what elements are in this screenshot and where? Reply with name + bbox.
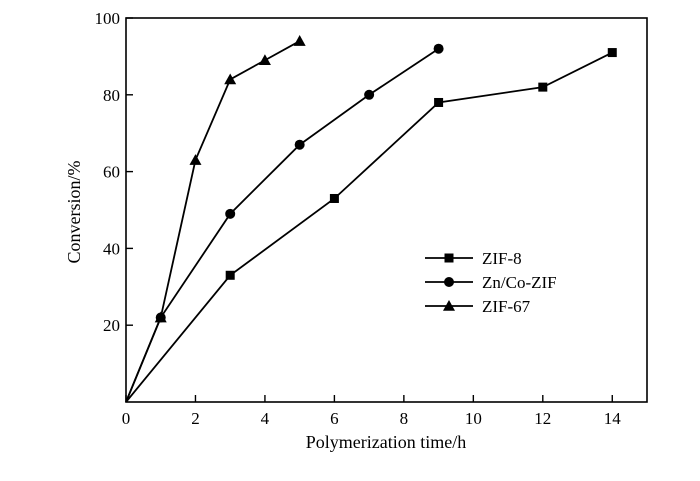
axes (125, 17, 648, 403)
data-point-circle (364, 89, 375, 100)
legend-item: ZIF-8 (425, 249, 522, 268)
data-point-square (444, 253, 454, 263)
series-line (125, 47, 440, 403)
x-tick-label: 0 (122, 409, 131, 428)
y-tick-label: 20 (103, 316, 120, 335)
data-point-circle (225, 208, 236, 219)
series-zn-co-zif (125, 43, 444, 403)
data-point-square (225, 270, 235, 280)
series-zif-8 (125, 48, 617, 403)
data-point-triangle (293, 35, 306, 46)
data-point-circle (433, 43, 444, 54)
x-tick-label: 10 (465, 409, 482, 428)
plot-frame (125, 17, 648, 403)
data-point-circle (294, 139, 305, 150)
data-point-triangle (443, 300, 455, 311)
x-tick-label: 2 (191, 409, 200, 428)
legend-label: Zn/Co-ZIF (482, 273, 557, 292)
x-tick-label: 6 (330, 409, 339, 428)
legend-item: Zn/Co-ZIF (425, 273, 557, 292)
series-line (125, 40, 301, 403)
x-tick-label: 14 (604, 409, 622, 428)
y-ticks: 20 40 60 80 100 (95, 9, 133, 335)
series-group (125, 35, 617, 403)
x-tick-label: 8 (400, 409, 409, 428)
data-point-triangle (154, 311, 167, 323)
data-point-triangle (224, 73, 237, 85)
y-axis-title: Conversion/% (64, 161, 84, 264)
x-tick-label: 4 (261, 409, 270, 428)
data-point-circle (444, 277, 454, 287)
data-point-square (607, 48, 617, 58)
x-ticks: 0 2 4 6 8 10 12 14 (122, 395, 622, 428)
legend-label: ZIF-67 (482, 297, 531, 316)
legend-label: ZIF-8 (482, 249, 522, 268)
y-tick-label: 60 (103, 163, 120, 182)
series-zif-67 (125, 35, 306, 403)
legend-item: ZIF-67 (425, 297, 531, 316)
y-tick-label: 40 (103, 239, 120, 258)
data-point-triangle (258, 54, 271, 66)
data-point-triangle (189, 154, 202, 165)
legend: ZIF-8 Zn/Co-ZIF ZIF-67 (425, 249, 557, 316)
x-tick-label: 12 (534, 409, 551, 428)
y-tick-label: 100 (95, 9, 121, 28)
data-point-square (329, 193, 339, 203)
data-point-square (434, 97, 444, 107)
data-point-square (538, 82, 548, 92)
x-axis-title: Polymerization time/h (306, 432, 466, 452)
series-line (125, 51, 613, 403)
y-tick-label: 80 (103, 86, 120, 105)
